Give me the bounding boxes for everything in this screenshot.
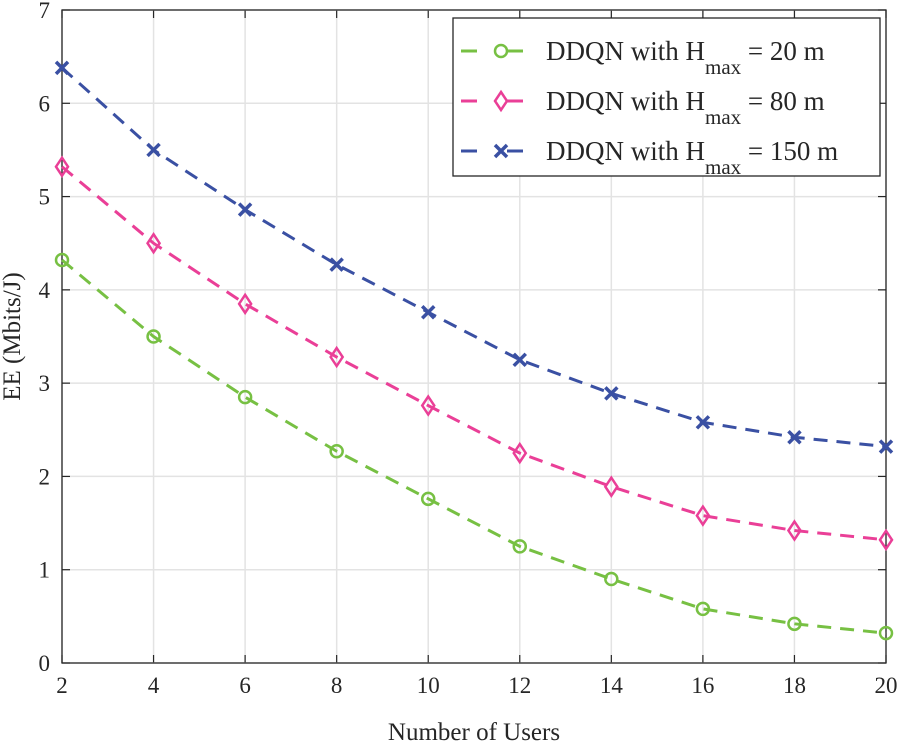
x-marker [695, 415, 711, 430]
y-tick-label: 2 [39, 464, 51, 489]
legend-label: DDQN with Hmax = 20 m [546, 36, 825, 79]
x-tick-label: 20 [875, 673, 898, 698]
legend-item: DDQN with Hmax = 20 m [461, 36, 825, 79]
diamond-marker [329, 345, 345, 369]
legend-label: DDQN with Hmax = 80 m [546, 86, 825, 129]
circle-marker [512, 539, 528, 554]
x-tick-label: 12 [508, 673, 531, 698]
series-0 [54, 252, 894, 641]
x-marker [787, 430, 802, 445]
circle-marker [329, 443, 344, 459]
y-tick-label: 0 [39, 651, 51, 676]
series-line [61, 258, 887, 635]
legend [452, 17, 881, 177]
legend-label-part: = 20 m [741, 36, 824, 66]
y-tick-label: 6 [39, 91, 51, 116]
x-axis-label: Number of Users [388, 719, 560, 742]
legend-label-part: max [705, 55, 742, 79]
x-marker [54, 60, 70, 76]
x-marker [329, 257, 344, 272]
x-marker [493, 143, 509, 159]
diamond-marker [146, 231, 162, 255]
series-line [61, 165, 887, 542]
legend-item: DDQN with Hmax = 150 m [461, 136, 838, 179]
circle-marker [493, 43, 509, 59]
x-tick-label: 4 [148, 673, 160, 698]
circle-marker [787, 616, 802, 632]
x-tick-label: 14 [600, 673, 624, 698]
legend-label-part: DDQN with H [546, 36, 705, 66]
diamond-marker [786, 519, 802, 542]
circle-marker [146, 329, 161, 344]
diamond-marker [603, 475, 619, 498]
series-1 [54, 155, 894, 552]
diamond-marker [54, 155, 70, 178]
legend-label-part: max [705, 155, 742, 179]
legend-label-part: = 80 m [741, 86, 824, 116]
x-tick-label: 18 [783, 673, 806, 698]
legend-label-part: DDQN with H [546, 136, 705, 166]
diamond-marker [695, 504, 711, 527]
legend-label: DDQN with Hmax = 150 m [546, 136, 838, 179]
diamond-marker [493, 89, 509, 113]
x-tick-label: 16 [691, 673, 714, 698]
diamond-marker [512, 441, 528, 465]
x-marker [512, 352, 528, 368]
diamond-marker [237, 292, 253, 316]
x-marker [237, 202, 253, 217]
x-tick-label: 8 [331, 673, 343, 698]
x-marker [146, 142, 161, 158]
y-tick-label: 1 [39, 558, 51, 583]
diamond-marker [420, 394, 436, 417]
legend-item: DDQN with Hmax = 80 m [461, 86, 825, 129]
series-2 [54, 60, 894, 454]
circle-marker [604, 571, 619, 587]
diamond-marker [878, 528, 894, 552]
series-line [60, 66, 887, 449]
legend-label-part: = 150 m [741, 136, 838, 166]
x-marker [878, 439, 894, 454]
y-axis-label: EE (Mbits/J) [0, 272, 26, 400]
plot-frame [61, 9, 887, 664]
circle-marker [420, 491, 436, 507]
circle-marker [878, 625, 894, 641]
y-tick-label: 3 [39, 371, 51, 396]
y-tick-label: 5 [39, 185, 51, 210]
x-marker [604, 386, 619, 401]
y-tick-label: 7 [39, 0, 51, 23]
circle-marker [695, 601, 711, 617]
legend-label-part: DDQN with H [546, 86, 705, 116]
x-tick-label: 2 [56, 673, 68, 698]
circle-marker [237, 389, 253, 405]
circle-marker [54, 252, 70, 268]
x-tick-label: 6 [239, 673, 251, 698]
x-marker [420, 305, 436, 320]
x-tick-label: 10 [417, 673, 440, 698]
y-tick-label: 4 [39, 278, 51, 303]
legend-label-part: max [705, 105, 742, 129]
